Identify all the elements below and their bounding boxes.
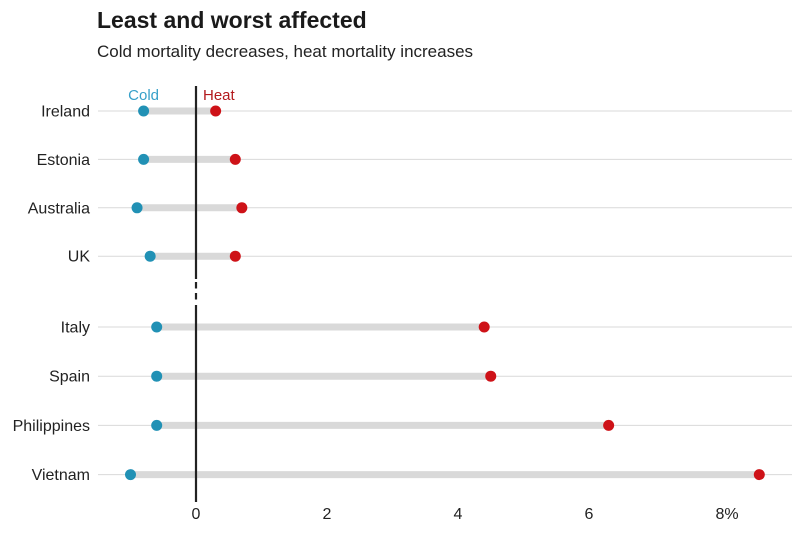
heat-dot-spain bbox=[485, 370, 497, 382]
heat-dot-ireland bbox=[210, 105, 222, 117]
x-tick-label-8: 8% bbox=[715, 506, 738, 523]
x-tick-label-4: 4 bbox=[454, 506, 463, 523]
country-label: Vietnam bbox=[32, 467, 90, 484]
row-australia: Australia bbox=[28, 200, 792, 217]
cold-dot-italy bbox=[151, 321, 163, 333]
axis-layer: 0 2 4 6 8% bbox=[192, 86, 739, 523]
heat-dot-philippines bbox=[603, 419, 615, 431]
heat-dot-italy bbox=[478, 321, 490, 333]
cold-dot-estonia bbox=[138, 153, 150, 165]
cold-dot-vietnam bbox=[125, 469, 136, 481]
cold-dot-ireland bbox=[138, 105, 150, 117]
x-tick-label-2: 2 bbox=[323, 506, 332, 523]
row-philippines: Philippines bbox=[13, 418, 792, 435]
x-tick-label-0: 0 bbox=[192, 506, 201, 523]
heat-dot-australia bbox=[236, 202, 248, 214]
heat-dot-vietnam bbox=[753, 469, 765, 481]
rows-layer: Ireland Estonia Australia UK Italy Spain Phili… bbox=[13, 104, 792, 484]
heat-dot-estonia bbox=[229, 153, 241, 165]
row-uk: UK bbox=[68, 249, 792, 266]
cold-dot-uk bbox=[144, 250, 156, 262]
cold-dot-spain bbox=[151, 370, 163, 382]
row-estonia: Estonia bbox=[37, 152, 792, 169]
row-vietnam: Vietnam bbox=[32, 467, 792, 484]
row-ireland: Ireland bbox=[41, 104, 792, 121]
country-label: Spain bbox=[49, 369, 90, 386]
heat-legend-label: Heat bbox=[203, 87, 236, 104]
country-label: UK bbox=[68, 249, 91, 266]
heat-dot-uk bbox=[229, 250, 241, 262]
chart-title: Least and worst affected bbox=[97, 7, 367, 33]
country-label: Australia bbox=[28, 200, 90, 217]
cold-dot-philippines bbox=[151, 419, 163, 431]
country-label: Italy bbox=[61, 320, 90, 337]
x-tick-label-6: 6 bbox=[585, 506, 594, 523]
cold-legend-label: Cold bbox=[128, 87, 159, 104]
country-label: Philippines bbox=[13, 418, 90, 435]
country-label: Estonia bbox=[37, 152, 90, 169]
country-label: Ireland bbox=[41, 104, 90, 121]
chart-subtitle: Cold mortality decreases, heat mortality… bbox=[97, 42, 473, 61]
row-italy: Italy bbox=[61, 320, 792, 337]
legend-layer: Cold Heat bbox=[128, 87, 235, 104]
row-spain: Spain bbox=[49, 369, 792, 386]
dots-layer bbox=[125, 105, 765, 481]
cold-dot-australia bbox=[131, 202, 143, 214]
